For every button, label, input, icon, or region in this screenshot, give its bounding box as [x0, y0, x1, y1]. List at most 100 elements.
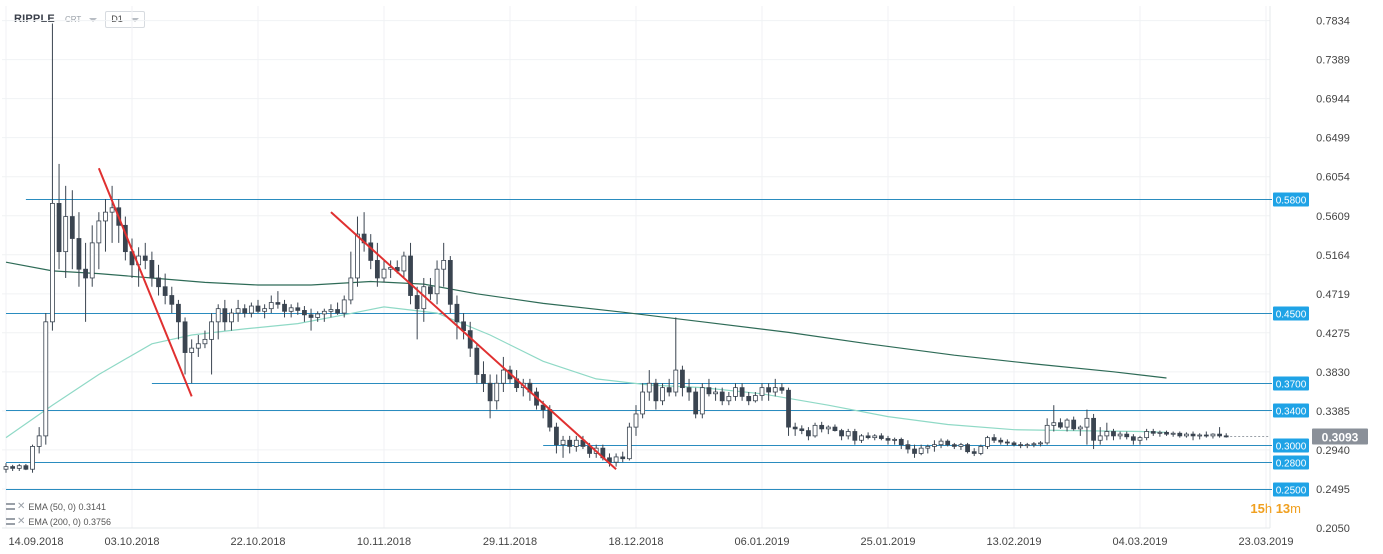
- candle-bearish: [839, 430, 844, 437]
- level-price-label: 0.3700: [1276, 380, 1307, 391]
- candle-bearish: [335, 309, 340, 314]
- candle-bullish: [30, 446, 35, 470]
- timeframe-select[interactable]: D1: [105, 10, 145, 28]
- candle-bearish: [799, 428, 805, 432]
- candle-bearish: [10, 466, 16, 469]
- candle-bearish: [156, 277, 161, 288]
- candle-bearish: [222, 308, 228, 323]
- trend-line: [97, 167, 193, 397]
- candle-bearish: [255, 305, 261, 312]
- indicator-settings-icon[interactable]: [6, 518, 15, 525]
- timer-minutes: 13: [1275, 501, 1291, 516]
- candle-bearish: [1164, 431, 1169, 435]
- candle-bearish: [540, 404, 546, 410]
- candle-bearish: [1071, 419, 1077, 430]
- candle-bearish: [1111, 431, 1116, 437]
- candle-bearish: [69, 216, 75, 239]
- candle-bullish: [36, 435, 42, 447]
- level-price-tag: [1273, 482, 1309, 497]
- candle-bullish: [560, 439, 566, 446]
- level-price-label: 0.3000: [1276, 442, 1307, 453]
- y-tick-label: 0.4719: [1316, 289, 1350, 301]
- candle-bearish: [282, 303, 287, 312]
- x-tick-label: 06.01.2019: [734, 536, 789, 548]
- level-price-label: 0.3400: [1276, 407, 1307, 418]
- candle-bullish: [500, 369, 506, 384]
- candle-bearish: [1217, 433, 1222, 437]
- current-price-label: 0.3093: [1322, 431, 1359, 445]
- timer-minutes-unit: m: [1290, 501, 1301, 516]
- candle-bullish: [401, 255, 407, 272]
- candle-bearish: [56, 202, 62, 253]
- candle-bearish: [998, 439, 1004, 443]
- candle-bearish: [487, 382, 493, 402]
- candle-bullish: [985, 437, 990, 447]
- chevron-down-icon: [130, 18, 139, 22]
- remove-indicator-icon[interactable]: ✕: [17, 516, 26, 527]
- candle-bullish: [573, 439, 579, 447]
- candle-bullish: [845, 431, 851, 437]
- candle-bearish: [739, 387, 745, 397]
- candle-bearish: [706, 387, 712, 395]
- candle-bearish: [746, 396, 752, 402]
- candle-bullish: [321, 310, 327, 315]
- candle-bullish: [235, 308, 241, 314]
- candle-bearish: [951, 444, 957, 447]
- candle-bullish: [348, 277, 354, 301]
- candle-bullish: [1137, 437, 1143, 441]
- candle-bearish: [898, 438, 904, 446]
- candle-bullish: [1084, 417, 1090, 428]
- candle-bullish: [328, 309, 334, 312]
- candle-bullish: [825, 426, 831, 430]
- legend-ema50: ✕ EMA (50, 0) 0.3141: [6, 501, 106, 512]
- candle-bullish: [646, 382, 652, 393]
- candle-bullish: [43, 321, 49, 437]
- candle-bullish: [202, 338, 208, 345]
- candle-bearish: [1018, 444, 1024, 447]
- candle-bearish: [905, 444, 911, 450]
- symbol-name: RIPPLE: [14, 13, 55, 25]
- candle-bearish: [885, 438, 891, 441]
- candle-bearish: [308, 314, 314, 318]
- candle-bullish: [918, 447, 924, 454]
- candle-bearish: [162, 286, 168, 296]
- candle-bullish: [3, 466, 9, 470]
- candle-bullish: [1210, 433, 1216, 437]
- candle-bullish: [103, 211, 108, 222]
- x-tick-label: 25.01.2019: [860, 536, 915, 548]
- remove-indicator-icon[interactable]: ✕: [17, 501, 26, 512]
- symbol-dropdown-icon[interactable]: [89, 18, 98, 22]
- candle-bullish: [381, 268, 387, 279]
- candle-bearish: [965, 444, 970, 453]
- candle-bearish: [76, 238, 82, 270]
- candle-bearish: [792, 426, 798, 430]
- candle-bearish: [428, 286, 433, 295]
- y-tick-label: 0.6499: [1316, 133, 1350, 145]
- candle-bullish: [932, 444, 937, 447]
- y-tick-label: 0.2495: [1316, 484, 1350, 496]
- legend-ema50-value: 0.3141: [78, 501, 106, 512]
- timeframe-value: D1: [111, 14, 123, 24]
- candle-bearish: [368, 242, 374, 261]
- current-price-tag: [1312, 428, 1368, 445]
- candle-bearish: [779, 387, 785, 391]
- y-tick-label: 0.6054: [1316, 172, 1350, 184]
- candle-bearish: [1150, 431, 1156, 434]
- candle-bearish: [176, 303, 181, 323]
- candle-bearish: [447, 260, 453, 305]
- candle-bullish: [1044, 424, 1050, 444]
- candle-bullish: [726, 396, 732, 402]
- indicator-settings-icon[interactable]: [6, 503, 15, 510]
- candle-bullish: [925, 446, 931, 449]
- candle-bullish: [978, 446, 984, 454]
- timer-hours-unit: h: [1264, 501, 1273, 516]
- legend-ema200: ✕ EMA (200, 0) 0.3756: [6, 516, 111, 527]
- level-price-tag: [1273, 455, 1309, 470]
- candle-bearish: [666, 387, 672, 393]
- x-tick-label: 14.09.2018: [8, 536, 63, 548]
- candle-bullish: [752, 395, 758, 402]
- candle-bearish: [23, 465, 29, 470]
- candle-bullish: [63, 216, 69, 253]
- x-tick-label: 10.11.2018: [357, 536, 411, 548]
